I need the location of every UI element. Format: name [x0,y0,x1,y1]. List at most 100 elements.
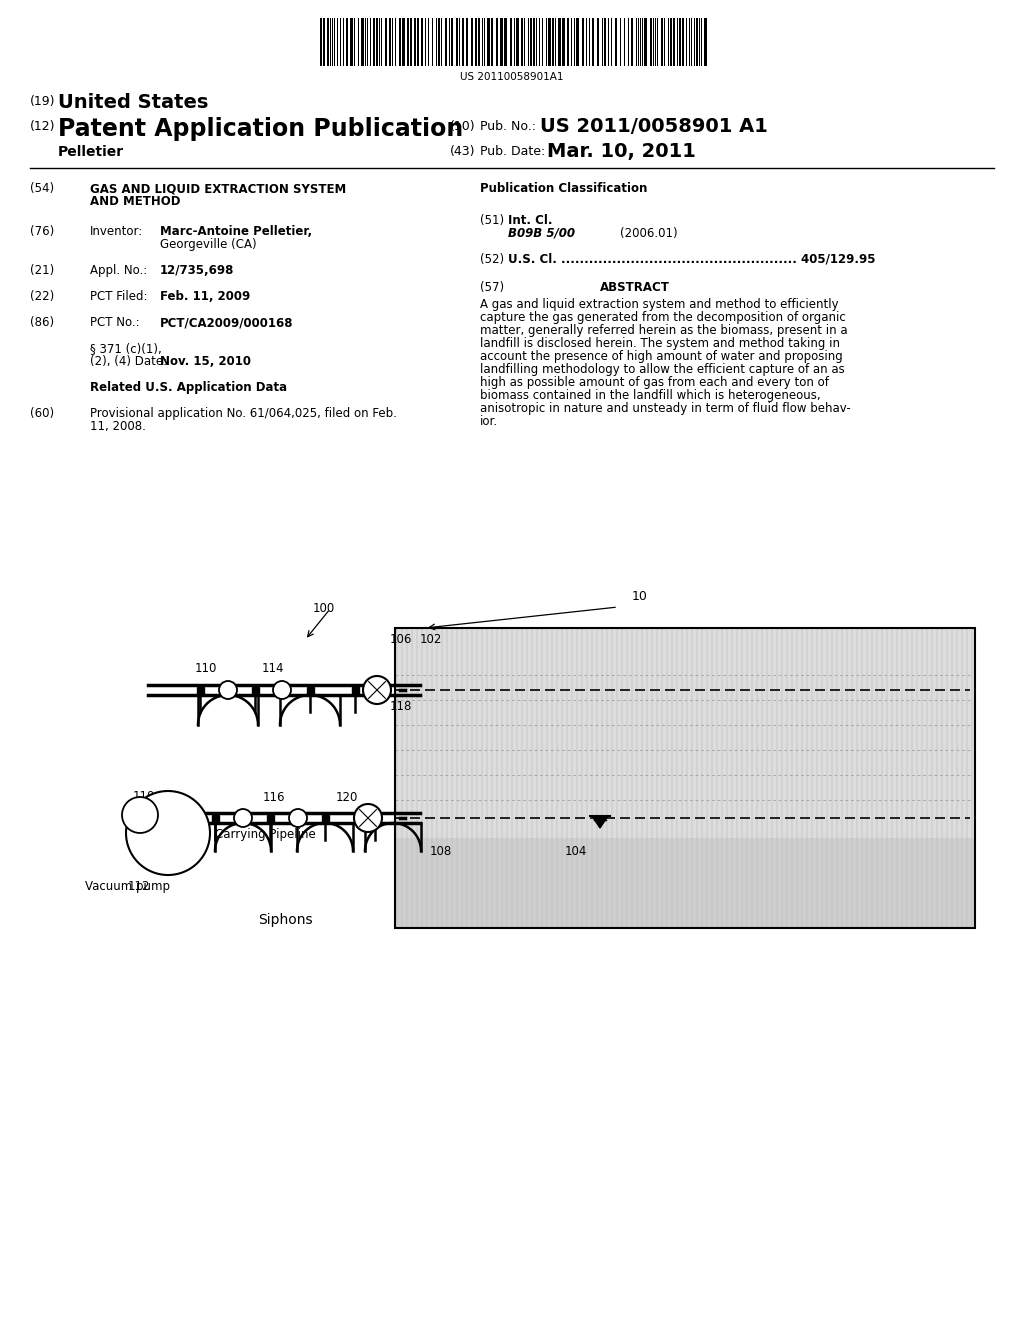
Bar [487,18,490,66]
Text: (57): (57) [480,281,504,294]
Text: Nov. 15, 2010: Nov. 15, 2010 [160,355,251,368]
Bar [650,18,652,66]
Text: Pelletier: Pelletier [58,145,124,158]
Bar [662,18,663,66]
Polygon shape [592,816,608,828]
Text: Pub. No.:: Pub. No.: [480,120,536,133]
Bar [456,18,458,66]
Text: 10: 10 [632,590,648,603]
Text: B09B 5/00: B09B 5/00 [508,227,575,240]
Text: (12): (12) [30,120,55,133]
Text: (54): (54) [30,182,54,195]
Bar [417,18,419,66]
Bar [385,18,387,66]
Text: Siphons: Siphons [258,913,312,927]
Text: (2006.01): (2006.01) [620,227,678,240]
Bar [682,18,684,66]
Text: matter, generally referred herein as the biomass, present in a: matter, generally referred herein as the… [480,323,848,337]
Text: U.S. Cl. ................................................... 405/129.95: U.S. Cl. ...............................… [508,253,876,267]
Text: 118: 118 [390,700,413,713]
Bar [567,18,569,66]
Text: GAS AND LIQUID EXTRACTION SYSTEM: GAS AND LIQUID EXTRACTION SYSTEM [90,182,346,195]
Bar [597,18,599,66]
Bar [306,686,313,693]
Text: (2), (4) Date:: (2), (4) Date: [90,355,167,368]
Circle shape [122,797,158,833]
Text: Provisional application No. 61/064,025, filed on Feb.: Provisional application No. 61/064,025, … [90,407,397,420]
Bar [490,18,493,66]
Bar [266,814,273,821]
Text: (51): (51) [480,214,504,227]
Circle shape [354,804,382,832]
Text: biomass contained in the landfill which is heterogeneous,: biomass contained in the landfill which … [480,389,820,403]
Bar [373,18,375,66]
Text: AND METHOD: AND METHOD [90,195,180,209]
Bar [252,686,258,693]
Bar [407,18,409,66]
Bar [562,18,565,66]
Bar [575,18,579,66]
Text: account the presence of high amount of water and proposing: account the presence of high amount of w… [480,350,843,363]
Circle shape [289,809,307,828]
Bar [705,18,707,66]
Bar [376,18,378,66]
Text: 102: 102 [420,634,442,645]
Text: (10): (10) [450,120,475,133]
Text: 106: 106 [390,634,413,645]
Text: PCT No.:: PCT No.: [90,315,139,329]
Bar [351,686,358,693]
Text: anisotropic in nature and unsteady in term of fluid flow behav-: anisotropic in nature and unsteady in te… [480,403,851,414]
Bar [395,838,975,928]
Bar [322,814,329,821]
Text: 104: 104 [565,845,588,858]
Text: Vacuum pump: Vacuum pump [85,880,170,894]
Bar [696,18,698,66]
Bar [670,18,672,66]
Bar [582,18,584,66]
Text: 114: 114 [262,663,285,675]
Bar [346,18,348,66]
Bar [327,18,329,66]
Circle shape [219,681,237,700]
Bar [451,18,453,66]
Bar [510,18,512,66]
Bar [673,18,675,66]
Bar [395,628,975,928]
Text: PCT/CA2009/000168: PCT/CA2009/000168 [160,315,294,329]
Text: A gas and liquid extraction system and method to efficiently: A gas and liquid extraction system and m… [480,298,839,312]
Bar [500,18,503,66]
Bar [395,628,975,928]
Bar [679,18,681,66]
Text: 120: 120 [336,791,358,804]
Bar [534,18,535,66]
Bar [197,686,204,693]
Bar [644,18,647,66]
Bar [615,18,617,66]
Text: Mar. 10, 2011: Mar. 10, 2011 [547,143,696,161]
Bar [466,18,468,66]
Bar [319,18,322,66]
Text: United States: United States [58,92,208,112]
Bar [323,18,325,66]
Text: landfilling methodology to allow the efficient capture of an as: landfilling methodology to allow the eff… [480,363,845,376]
Text: US 2011/0058901 A1: US 2011/0058901 A1 [540,117,768,136]
Bar [496,18,498,66]
Bar [402,18,406,66]
Text: Marc-Antoine Pelletier,: Marc-Antoine Pelletier, [160,224,312,238]
Bar [631,18,633,66]
Bar [410,18,412,66]
Text: Pub. Date:: Pub. Date: [480,145,545,158]
Bar [361,18,364,66]
Text: 11, 2008.: 11, 2008. [90,420,145,433]
Bar [389,18,391,66]
Text: 110: 110 [195,663,217,675]
Text: Feb. 11, 2009: Feb. 11, 2009 [160,290,250,304]
Text: (76): (76) [30,224,54,238]
Text: 110: 110 [133,789,156,803]
Text: US 20110058901A1: US 20110058901A1 [460,73,564,82]
Bar [552,18,554,66]
Text: Appl. No.:: Appl. No.: [90,264,147,277]
Text: § 371 (c)(1),: § 371 (c)(1), [90,342,162,355]
Text: 12/735,698: 12/735,698 [160,264,234,277]
Text: ior.: ior. [480,414,498,428]
